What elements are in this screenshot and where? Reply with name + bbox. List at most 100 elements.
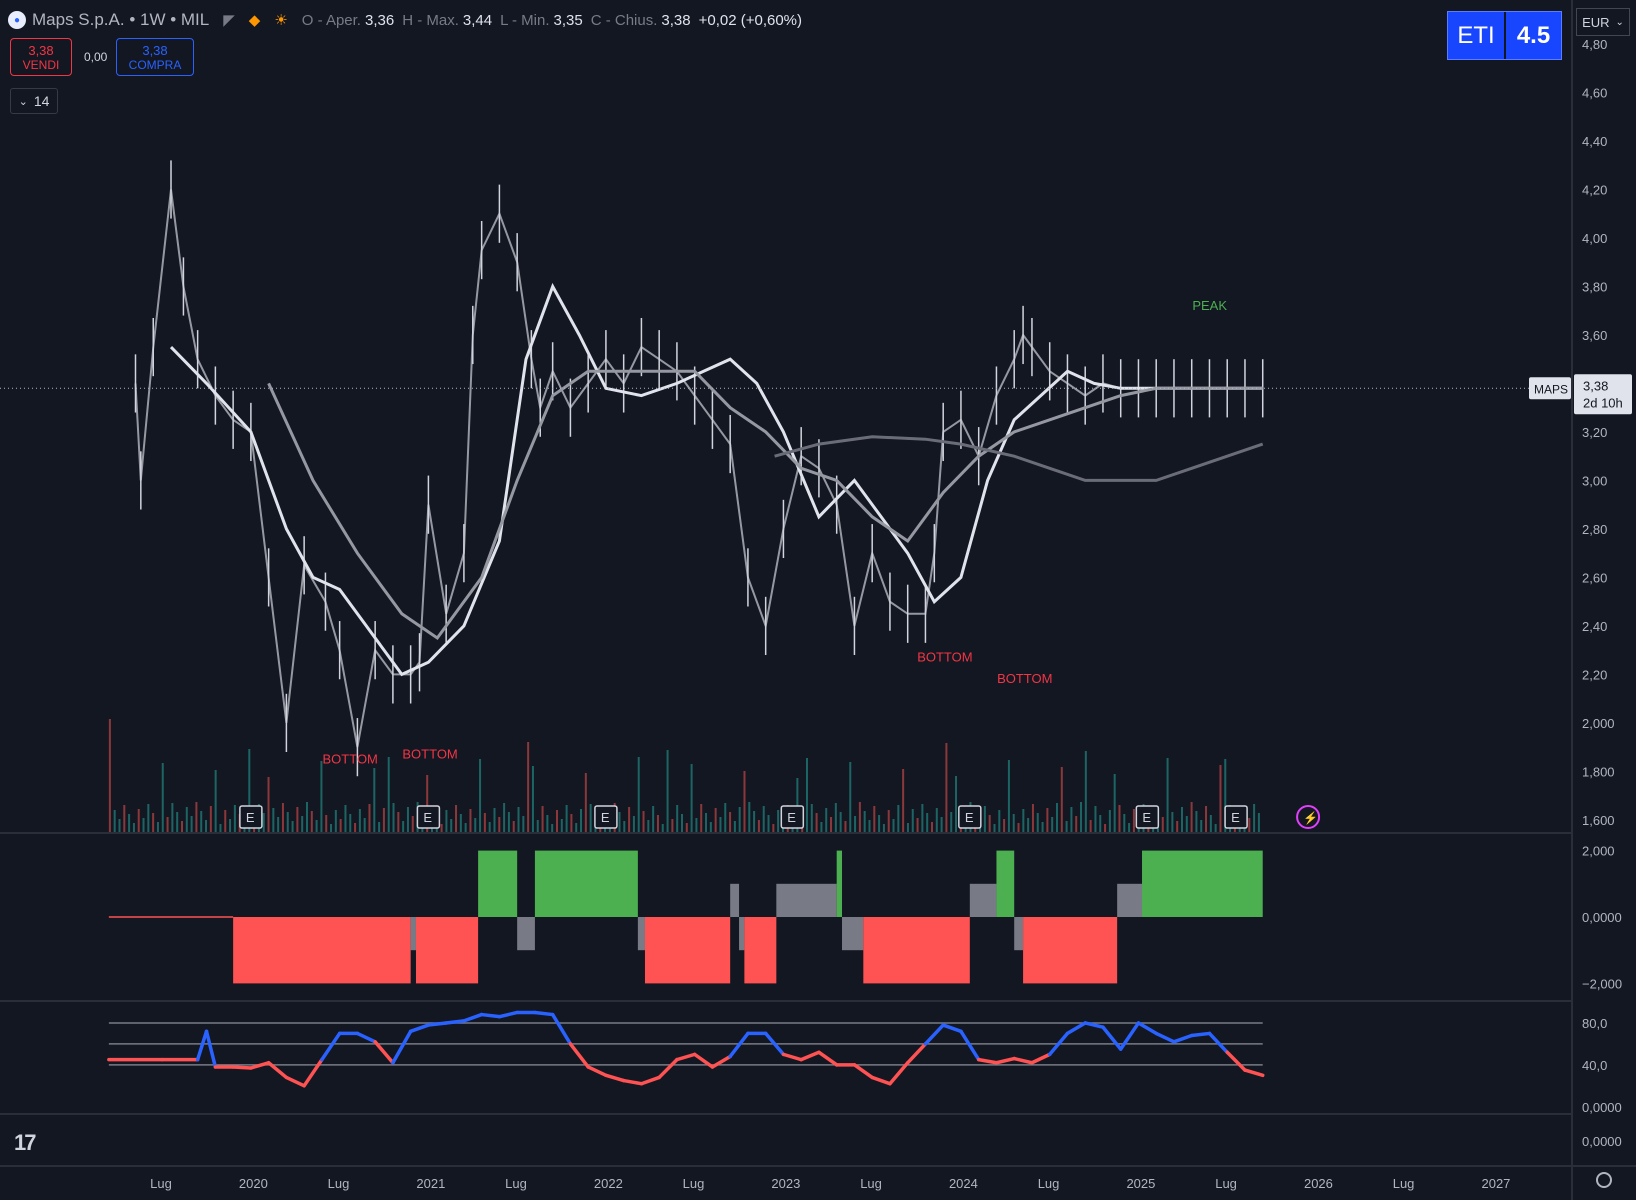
earnings-marker-label: E <box>787 810 796 825</box>
oscillator-line-segment <box>870 1075 892 1086</box>
eti-label: ETI <box>1448 12 1506 59</box>
annotation-label: BOTTOM <box>917 649 972 664</box>
hist-axis-tick-label: 2,000 <box>1582 844 1615 859</box>
volume-bar <box>887 810 890 832</box>
volume-bar <box>1041 822 1044 832</box>
volume-bar <box>152 813 155 832</box>
flag-icon[interactable]: ◤ <box>223 12 235 29</box>
oscillator-line-segment <box>550 1012 573 1046</box>
volume-bar <box>1003 819 1006 832</box>
price-axis-tick-label: 4,00 <box>1582 231 1607 246</box>
volume-bar <box>902 769 905 832</box>
volume-bar <box>200 811 203 832</box>
price-axis-tick-label: 1,600 <box>1582 813 1615 828</box>
volume-bar <box>810 804 813 832</box>
volume-bar <box>132 823 135 832</box>
earnings-marker <box>594 805 618 829</box>
oscillator-line-segment <box>284 1075 306 1088</box>
histogram-bar <box>776 883 837 917</box>
volume-bar <box>262 813 265 832</box>
oscillator-line-segment <box>692 1052 715 1069</box>
volume-bar <box>546 815 549 832</box>
oscillator-line-segment <box>1207 1031 1229 1055</box>
annotation-label: BOTTOM <box>323 751 378 766</box>
chevron-down-icon: ⌄ <box>18 95 28 108</box>
volume-bar <box>474 818 477 832</box>
volume-bar <box>988 815 991 832</box>
tradingview-logo-icon[interactable]: 17 <box>14 1130 37 1155</box>
volume-bar <box>945 743 948 832</box>
volume-bar <box>531 766 534 832</box>
volume-bar <box>166 817 169 832</box>
volume-bar <box>469 809 472 832</box>
buy-button[interactable]: 3,38 COMPRA <box>116 38 194 76</box>
volume-bar <box>700 804 703 832</box>
volume-bar <box>849 762 852 832</box>
price-axis-tick-label: 4,40 <box>1582 134 1607 149</box>
sell-button[interactable]: 3,38 VENDI <box>10 38 72 76</box>
high-label: H - Max. <box>402 11 459 29</box>
settings-icon[interactable] <box>1596 1172 1612 1188</box>
volume-bar <box>676 805 679 832</box>
volume-bar <box>219 824 222 832</box>
volume-bar <box>623 821 626 832</box>
oscillator-line-segment <box>976 1057 999 1065</box>
volume-bar <box>296 807 299 832</box>
volume-bar <box>1046 808 1049 832</box>
volume-bar <box>656 815 659 832</box>
price-axis-tick-label: 2,000 <box>1582 716 1615 731</box>
diamond-icon[interactable]: ◆ <box>248 12 261 29</box>
time-axis-label: Lug <box>860 1176 882 1191</box>
earnings-marker <box>1224 805 1248 829</box>
oscillator-line-segment <box>941 1023 963 1034</box>
volume-bar <box>805 758 808 832</box>
volume-bar <box>1065 821 1068 832</box>
histogram-bar <box>415 917 479 984</box>
symbol-tag-label: MAPS <box>1534 382 1568 396</box>
oscillator-line-segment <box>1101 1025 1123 1051</box>
volume-bar <box>512 821 515 832</box>
hist-axis-tick-label: 0,0000 <box>1582 910 1622 925</box>
volume-bar <box>1075 816 1078 832</box>
volume-bar <box>305 802 308 832</box>
earnings-marker-label: E <box>1142 810 1151 825</box>
volume-bar <box>926 813 929 832</box>
volume-bar <box>493 808 496 832</box>
volume-bar <box>541 806 544 832</box>
volume-bar <box>195 802 198 832</box>
volume-bar <box>536 820 539 832</box>
volume-bar <box>368 804 371 832</box>
volume-bar <box>1166 758 1169 832</box>
volume-bar <box>565 805 568 832</box>
currency-selector[interactable]: EUR ⌄ <box>1576 8 1630 36</box>
earnings-marker-label: E <box>423 810 432 825</box>
earnings-marker <box>958 805 982 829</box>
oscillator-line-segment <box>408 1023 431 1034</box>
volume-bar <box>209 806 212 832</box>
volume-bar <box>1113 774 1116 832</box>
weather-icon[interactable]: ☀ <box>274 12 288 29</box>
open-value: 3,36 <box>364 11 395 29</box>
volume-bar <box>930 822 933 832</box>
volume-bar <box>637 757 640 832</box>
volume-bar <box>1094 806 1097 832</box>
earnings-marker <box>416 805 441 829</box>
volume-bar <box>137 809 140 832</box>
volume-bar <box>1224 759 1227 832</box>
time-axis-label: 2023 <box>771 1176 800 1191</box>
volume-bar <box>921 804 924 832</box>
volume-bar <box>378 822 381 832</box>
volume-bar <box>224 810 227 832</box>
volume-bar <box>233 805 236 832</box>
volume-bar <box>729 812 732 832</box>
volume-bar <box>863 811 866 832</box>
close-value: 3,38 <box>661 11 691 29</box>
volume-bar <box>1219 765 1222 832</box>
indicators-collapse-button[interactable]: ⌄ 14 <box>10 88 58 114</box>
symbol-title[interactable]: Maps S.p.A. • 1W • MIL <box>32 10 210 29</box>
earnings-marker <box>780 805 805 829</box>
oscillator-line-segment <box>1118 1021 1141 1051</box>
spread-value: 0,00 <box>84 50 108 64</box>
oscillator-line-segment <box>204 1029 218 1069</box>
